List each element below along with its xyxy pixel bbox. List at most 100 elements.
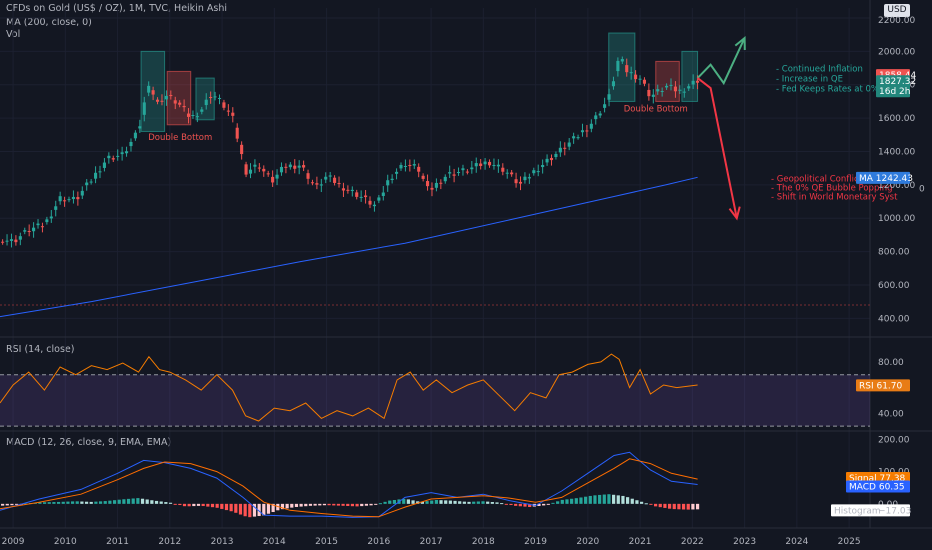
candle-body-68	[302, 165, 306, 168]
candle-body-104	[461, 168, 465, 171]
histogram-bar-54	[252, 503, 257, 517]
currency-badge[interactable]: USD	[884, 4, 910, 17]
bearish-note-2: - Shift in World Monetary Syst	[771, 193, 898, 203]
pattern-zone-1-0	[608, 32, 636, 102]
candle-body-14	[63, 200, 67, 202]
time-tick-2020: 2020	[576, 537, 599, 547]
candle-body-80	[355, 192, 359, 197]
histogram-bar-73	[341, 503, 345, 506]
candle-body-84	[372, 204, 376, 207]
candle-body-73	[324, 176, 328, 180]
histogram-bar-28	[131, 498, 135, 504]
price-tick-2200.00: 2200.00	[878, 16, 915, 26]
histogram-bar-3	[15, 503, 19, 505]
histogram-bar-76	[355, 503, 359, 507]
candle-body-110	[487, 161, 492, 166]
histogram-bar-67	[313, 503, 317, 506]
histogram-bar-131	[612, 494, 616, 504]
histogram-bar-133	[621, 495, 625, 504]
histogram-bar-115	[537, 503, 541, 507]
histogram-bar-22	[103, 501, 107, 504]
histogram-bar-100	[467, 501, 471, 504]
candle-body-106	[470, 167, 474, 170]
candle-body-27	[120, 152, 124, 155]
histogram-bar-139	[649, 503, 653, 505]
candle-body-113	[501, 167, 505, 172]
histogram-bar-43	[201, 503, 205, 507]
price-tick-800.00: 800.00	[878, 248, 910, 258]
candle-body-136	[603, 104, 607, 108]
candle-body-61	[271, 176, 275, 183]
time-tick-2024: 2024	[785, 537, 808, 547]
macd-pane-title[interactable]: MACD (12, 26, close, 9, EMA, EMA)	[6, 437, 172, 448]
histogram-bar-116	[542, 503, 546, 506]
pattern-label-0: Double Bottom	[148, 133, 212, 143]
histogram-bar-88	[411, 500, 415, 504]
candle-body-99	[439, 182, 443, 184]
candle-body-47	[209, 96, 213, 98]
histogram-bar-48	[224, 503, 229, 511]
candle-body-67	[297, 165, 301, 168]
ma-tag-text-0: MA 1242.43	[859, 174, 913, 184]
histogram-bar-72	[336, 503, 341, 506]
candle-body-102	[452, 174, 456, 176]
candle-body-108	[479, 163, 483, 166]
histogram-bar-47	[220, 503, 224, 509]
histogram-bar-136	[635, 500, 639, 504]
histogram-bar-46	[215, 503, 219, 508]
candle-body-44	[195, 116, 199, 118]
candle-body-93	[412, 164, 416, 166]
candle-body-5	[23, 230, 27, 232]
histogram-bar-106	[495, 502, 499, 504]
candle-body-71	[315, 183, 319, 185]
candle-body-2	[9, 239, 14, 241]
price-tick-1400.00: 1400.00	[878, 147, 915, 157]
candle-body-26	[116, 155, 120, 157]
histogram-bar-51	[238, 503, 243, 515]
pattern-zone-0-2	[195, 77, 215, 121]
time-tick-2019: 2019	[524, 537, 547, 547]
histogram-bar-15	[70, 501, 75, 504]
histogram-bar-62	[290, 503, 294, 508]
histogram-bar-123	[574, 498, 578, 504]
histogram-bar-2	[10, 503, 14, 506]
candle-body-92	[408, 165, 412, 167]
price-tag-last-text-0: 1827.32	[879, 77, 916, 87]
candle-body-132	[585, 130, 589, 132]
ma-tag-bg	[856, 171, 910, 184]
candle-body-130	[576, 137, 580, 139]
rsi-pane-title[interactable]: RSI (14, close)	[6, 344, 75, 355]
rsi-tick-80.00: 80.00	[878, 358, 904, 368]
histogram-bar-111	[518, 503, 522, 507]
histogram-bar-58	[271, 503, 275, 513]
histogram-bar-93	[434, 499, 438, 504]
candle-body-4	[18, 236, 22, 240]
candle-body-20	[89, 181, 93, 183]
histogram-bar-149	[695, 503, 700, 510]
histogram-bar-66	[308, 503, 313, 506]
candle-body-128	[567, 142, 571, 147]
candle-body-111	[492, 165, 496, 167]
histogram-bar-40	[187, 503, 191, 507]
histogram-bar-27	[126, 498, 131, 504]
histogram-bar-79	[369, 503, 373, 506]
candle-body-123	[545, 158, 549, 163]
histogram-bar-82	[383, 501, 387, 504]
candle-body-52	[231, 112, 235, 116]
candle-body-17	[76, 197, 80, 200]
time-tick-2011: 2011	[106, 537, 129, 547]
candle-body-151	[669, 84, 673, 86]
histogram-bar-112	[523, 503, 527, 507]
candle-body-112	[496, 164, 500, 167]
ma-legend[interactable]: MA (200, close, 0)	[6, 17, 92, 28]
candle-body-144	[638, 78, 642, 80]
histogram-bar-8	[38, 502, 42, 504]
histogram-bar-124	[579, 497, 583, 504]
candle-body-131	[580, 130, 585, 133]
candle-body-72	[319, 184, 323, 186]
histogram-bar-95	[444, 500, 448, 504]
candle-body-140	[620, 59, 624, 62]
histogram-bar-132	[616, 495, 620, 504]
candle-body-70	[310, 182, 315, 184]
